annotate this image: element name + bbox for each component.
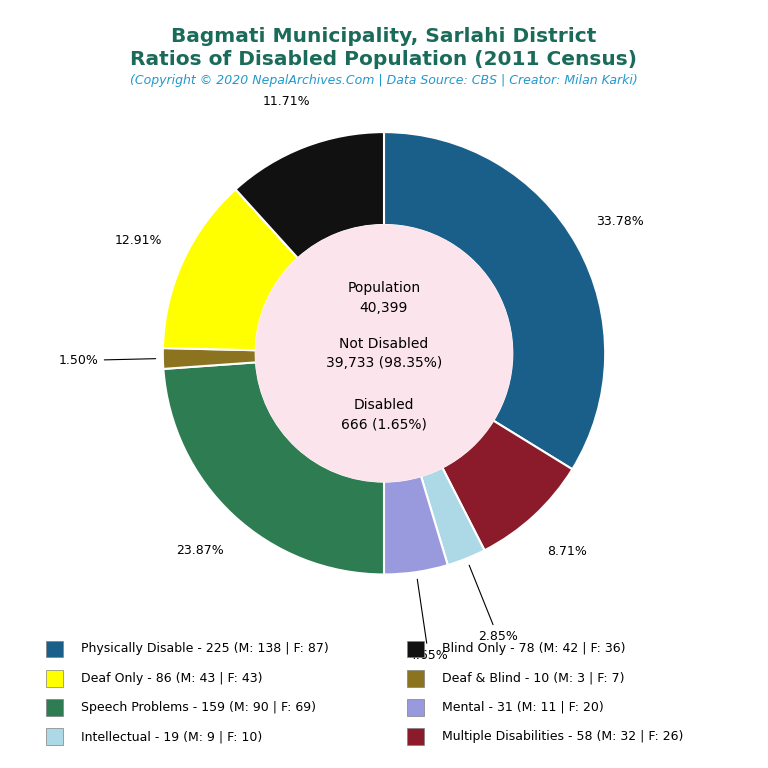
Text: Multiple Disabilities - 58 (M: 32 | F: 26): Multiple Disabilities - 58 (M: 32 | F: 2…	[442, 730, 683, 743]
Text: 2.85%: 2.85%	[469, 565, 518, 643]
Wedge shape	[384, 476, 448, 574]
Text: Mental - 31 (M: 11 | F: 20): Mental - 31 (M: 11 | F: 20)	[442, 701, 604, 713]
Text: 12.91%: 12.91%	[115, 234, 162, 247]
Wedge shape	[236, 132, 384, 258]
Text: Blind Only - 78 (M: 42 | F: 36): Blind Only - 78 (M: 42 | F: 36)	[442, 643, 625, 655]
Text: 1.50%: 1.50%	[59, 354, 156, 367]
Text: Speech Problems - 159 (M: 90 | F: 69): Speech Problems - 159 (M: 90 | F: 69)	[81, 701, 316, 713]
Text: Intellectual - 19 (M: 9 | F: 10): Intellectual - 19 (M: 9 | F: 10)	[81, 730, 262, 743]
Wedge shape	[163, 348, 256, 369]
Text: Deaf & Blind - 10 (M: 3 | F: 7): Deaf & Blind - 10 (M: 3 | F: 7)	[442, 672, 624, 684]
Text: Disabled
666 (1.65%): Disabled 666 (1.65%)	[341, 399, 427, 432]
Wedge shape	[421, 468, 485, 565]
Wedge shape	[442, 421, 572, 551]
Text: Ratios of Disabled Population (2011 Census): Ratios of Disabled Population (2011 Cens…	[131, 50, 637, 69]
Text: (Copyright © 2020 NepalArchives.Com | Data Source: CBS | Creator: Milan Karki): (Copyright © 2020 NepalArchives.Com | Da…	[130, 74, 638, 88]
Text: Not Disabled
39,733 (98.35%): Not Disabled 39,733 (98.35%)	[326, 336, 442, 370]
Text: 23.87%: 23.87%	[176, 545, 224, 558]
Text: Physically Disable - 225 (M: 138 | F: 87): Physically Disable - 225 (M: 138 | F: 87…	[81, 643, 329, 655]
Text: 4.65%: 4.65%	[409, 579, 449, 662]
Circle shape	[256, 225, 512, 482]
Wedge shape	[164, 362, 384, 574]
Wedge shape	[384, 132, 605, 469]
Text: Bagmati Municipality, Sarlahi District: Bagmati Municipality, Sarlahi District	[171, 27, 597, 46]
Text: 11.71%: 11.71%	[263, 95, 311, 108]
Text: Deaf Only - 86 (M: 43 | F: 43): Deaf Only - 86 (M: 43 | F: 43)	[81, 672, 262, 684]
Wedge shape	[163, 190, 298, 350]
Text: 33.78%: 33.78%	[596, 215, 644, 228]
Text: Population
40,399: Population 40,399	[347, 281, 421, 315]
Text: 8.71%: 8.71%	[547, 545, 587, 558]
